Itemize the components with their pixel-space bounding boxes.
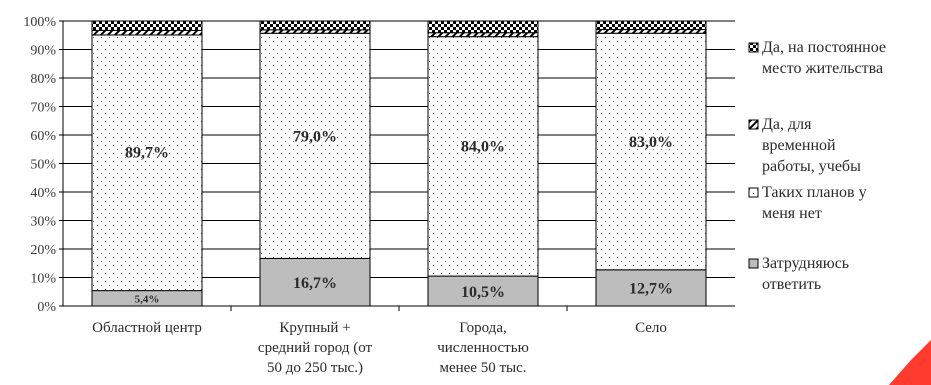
data-label: 89,7% [125,145,169,162]
legend-swatch [748,42,759,53]
y-tick-label: 10% [30,272,56,287]
legend-item: Да, для временной работы, учебы [748,116,861,175]
legend-label: Затрудняюсь ответить [762,255,849,293]
y-tick-label: 0% [37,300,56,315]
bar-segment [91,20,203,31]
x-category-label: Областной центр [92,320,202,336]
legend-item: Да, на постоянное место жительства [748,39,886,77]
x-axis: Областной центр Крупный + средний город (о… [63,305,735,376]
corner-decoration [889,340,931,385]
data-label: 12,7% [629,281,673,298]
x-category-label: Село [635,320,667,336]
y-axis: 0% 10% 20% 30% 40% 50% 60% 70% 80% 90% 100% [23,15,64,315]
y-tick-label: 70% [30,101,56,116]
y-tick-label: 20% [30,243,56,258]
y-tick-label: 100% [23,15,56,30]
legend-label: Да, на постоянное место жительства [762,39,886,77]
data-label: 83,0% [629,134,673,151]
legend-swatch [748,187,759,198]
legend-label: Да, для временной работы, учебы [762,116,861,175]
bar-segment [259,32,371,259]
y-tick-label: 30% [30,215,56,230]
legend-swatch [748,119,759,130]
bar-segment [427,20,539,34]
bar-segment [595,269,707,307]
bar-segment [427,32,539,38]
x-category-label: Города, численностью менее 50 тыс. [437,320,529,376]
bar-segment [91,34,203,292]
y-tick-label: 80% [30,72,56,87]
data-label: 84,0% [461,139,505,156]
y-tick-label: 90% [30,44,56,59]
legend-item: Затрудняюсь ответить [748,255,849,293]
bar-segment [595,29,707,34]
y-tick-label: 50% [30,158,56,173]
bar-segment [427,36,539,277]
data-label: 79,0% [293,128,337,145]
legend-label: Таких планов у меня нет [762,184,867,222]
bar-segment [595,20,707,31]
data-label: 5,4% [135,293,160,305]
bar-segment [259,20,371,31]
bar-segment [91,29,203,36]
data-label: 16,7% [293,275,337,292]
x-category-label: Крупный + средний город (от 50 до 250 тыс.… [258,320,373,376]
y-tick-label: 40% [30,186,56,201]
bars [91,20,707,307]
legend-item: Таких планов у меня нет [748,184,867,222]
data-label: 10,5% [461,284,505,301]
legend: Да, на постоянное место жительства Да, для… [748,39,886,293]
legend-swatch [748,258,759,269]
bar-segment [595,32,707,271]
red-corner-shape [889,340,931,385]
bar-segment [259,29,371,34]
y-tick-label: 60% [30,129,56,144]
data-labels: 5,4% 89,7% 16,7% 79,0% 10,5% 84,0% 12,7% 83,0% [125,128,673,305]
